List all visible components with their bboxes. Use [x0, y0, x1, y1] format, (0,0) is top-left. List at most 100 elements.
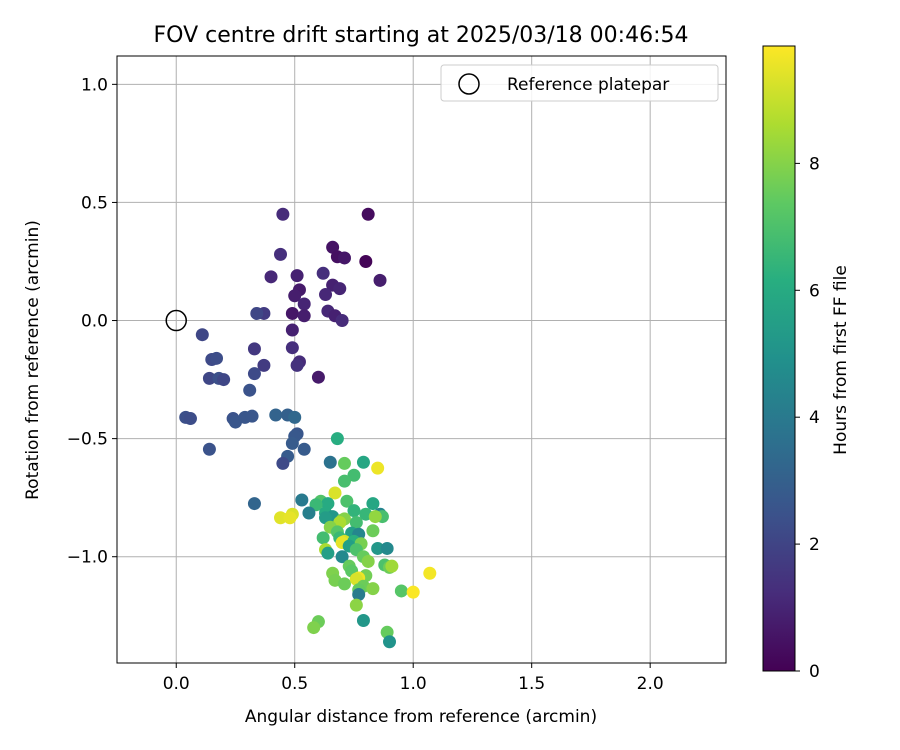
data-point: [316, 266, 330, 280]
x-tick-label: 1.5: [518, 674, 545, 694]
legend-marker-icon: [458, 73, 480, 95]
data-point: [295, 493, 309, 507]
data-point: [202, 371, 216, 385]
data-point: [373, 273, 387, 287]
data-point: [340, 494, 354, 508]
data-point: [311, 370, 325, 384]
x-tick-label: 0.0: [163, 674, 190, 694]
data-point: [243, 383, 257, 397]
colorbar-tick-label: 4: [809, 408, 820, 428]
data-point: [356, 455, 370, 469]
data-point: [385, 559, 399, 573]
data-point: [335, 314, 349, 328]
data-point: [356, 613, 370, 627]
y-tick-label: −1.0: [67, 548, 108, 568]
data-point: [288, 289, 302, 303]
x-axis-label: Angular distance from reference (arcmin): [245, 707, 597, 727]
data-point: [333, 282, 347, 296]
y-axis: −1.0 −0.5 0.0 0.5 1.0: [67, 75, 117, 568]
plot-frame: [116, 55, 727, 664]
colorbar-label: Hours from first FF file: [831, 265, 851, 455]
colorbar-tick-label: 2: [809, 535, 820, 555]
data-point: [394, 584, 408, 598]
data-point: [347, 468, 361, 482]
data-point: [361, 207, 375, 221]
data-point: [210, 351, 224, 365]
data-point: [297, 442, 311, 456]
data-point: [366, 497, 380, 511]
data-point: [337, 474, 351, 488]
data-points: [179, 207, 437, 649]
data-point: [250, 306, 264, 320]
data-point: [202, 442, 216, 456]
data-point: [285, 323, 299, 337]
data-point: [383, 635, 397, 649]
data-point: [297, 309, 311, 323]
data-point: [276, 456, 290, 470]
chart-title: FOV centre drift starting at 2025/03/18 …: [154, 23, 689, 48]
data-point: [335, 550, 349, 564]
colorbar-tick-label: 6: [809, 281, 820, 301]
data-point: [328, 486, 342, 500]
reference-marker: [165, 309, 187, 332]
x-tick-label: 2.0: [637, 674, 664, 694]
legend-box: [440, 64, 719, 102]
colorbar: [762, 45, 796, 672]
data-point: [423, 566, 437, 580]
data-point: [371, 461, 385, 475]
legend: Reference platepar: [440, 64, 719, 102]
data-point: [290, 269, 304, 283]
data-point: [247, 367, 261, 381]
data-point: [337, 577, 351, 591]
y-tick-label: 0.5: [81, 193, 108, 213]
data-point: [285, 436, 299, 450]
data-point: [366, 582, 380, 596]
data-point: [264, 270, 278, 284]
data-point: [274, 247, 288, 261]
data-point: [217, 373, 231, 387]
y-tick-label: 1.0: [81, 75, 108, 95]
data-point: [302, 506, 316, 520]
data-point: [285, 341, 299, 355]
data-point: [269, 408, 283, 422]
data-point: [290, 358, 304, 372]
data-point: [283, 511, 297, 525]
data-point: [371, 541, 385, 555]
data-point: [330, 432, 344, 446]
data-point: [368, 510, 382, 524]
x-tick-label: 0.5: [281, 674, 308, 694]
data-point: [323, 455, 337, 469]
data-point: [307, 621, 321, 635]
data-point: [406, 585, 420, 599]
data-point: [359, 254, 373, 268]
data-point: [285, 306, 299, 320]
y-tick-label: −0.5: [67, 430, 108, 450]
data-point: [183, 412, 197, 426]
data-point: [380, 541, 394, 555]
data-point: [247, 342, 261, 356]
data-point: [288, 410, 302, 424]
data-point: [347, 504, 361, 518]
data-point: [247, 497, 261, 511]
data-point: [366, 524, 380, 538]
data-point: [337, 251, 351, 265]
x-axis: 0.0 0.5 1.0 1.5 2.0: [163, 663, 664, 694]
reference-marker-group: [165, 309, 187, 332]
data-point: [297, 297, 311, 311]
data-point: [352, 588, 366, 602]
y-tick-label: 0.0: [81, 312, 108, 332]
data-point: [337, 456, 351, 470]
data-point: [321, 546, 335, 560]
legend-label: Reference platepar: [507, 75, 669, 95]
colorbar-tick-label: 8: [809, 154, 820, 174]
data-point: [349, 598, 363, 612]
data-point: [195, 328, 209, 342]
colorbar-axis: 0 2 4 6 8: [795, 154, 820, 682]
data-point: [257, 358, 271, 372]
x-tick-label: 1.0: [400, 674, 427, 694]
data-point: [316, 531, 330, 545]
data-point: [361, 554, 375, 568]
data-point: [349, 515, 363, 529]
data-point: [274, 511, 288, 525]
